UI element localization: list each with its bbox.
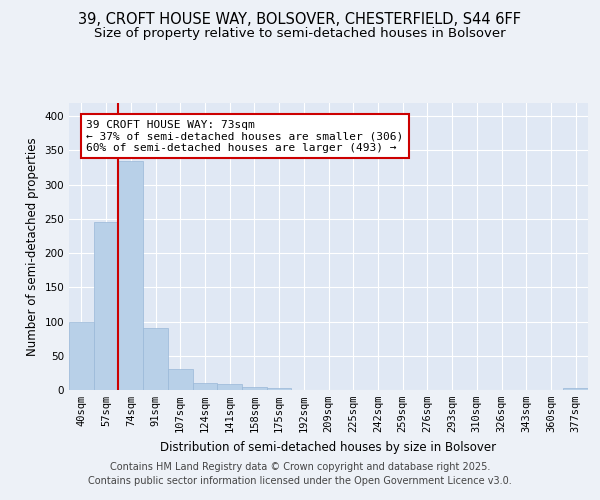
- Bar: [94, 222, 118, 390]
- Text: Contains public sector information licensed under the Open Government Licence v3: Contains public sector information licen…: [88, 476, 512, 486]
- Bar: [193, 383, 217, 390]
- Bar: [217, 384, 242, 390]
- X-axis label: Distribution of semi-detached houses by size in Bolsover: Distribution of semi-detached houses by …: [160, 440, 497, 454]
- Bar: [118, 160, 143, 390]
- Bar: [267, 388, 292, 390]
- Text: Size of property relative to semi-detached houses in Bolsover: Size of property relative to semi-detach…: [94, 28, 506, 40]
- Text: Contains HM Land Registry data © Crown copyright and database right 2025.: Contains HM Land Registry data © Crown c…: [110, 462, 490, 472]
- Bar: [69, 322, 94, 390]
- Y-axis label: Number of semi-detached properties: Number of semi-detached properties: [26, 137, 39, 356]
- Text: 39, CROFT HOUSE WAY, BOLSOVER, CHESTERFIELD, S44 6FF: 39, CROFT HOUSE WAY, BOLSOVER, CHESTERFI…: [79, 12, 521, 28]
- Bar: [143, 328, 168, 390]
- Bar: [242, 386, 267, 390]
- Bar: [168, 369, 193, 390]
- Bar: [563, 388, 588, 390]
- Text: 39 CROFT HOUSE WAY: 73sqm
← 37% of semi-detached houses are smaller (306)
60% of: 39 CROFT HOUSE WAY: 73sqm ← 37% of semi-…: [86, 120, 404, 153]
